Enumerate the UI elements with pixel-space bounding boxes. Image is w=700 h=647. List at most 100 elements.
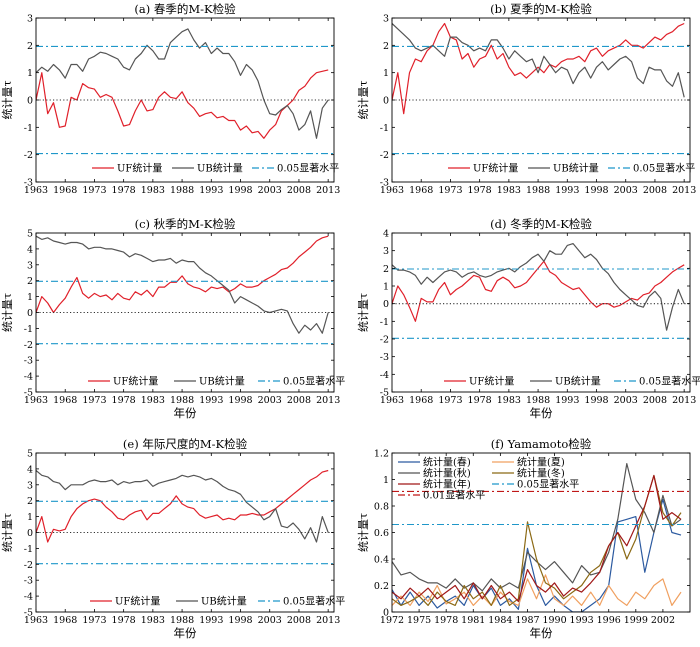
x-tick-label: 1978	[112, 185, 136, 196]
x-tick-label: 1981	[461, 615, 485, 626]
y-tick-label: -3	[380, 352, 389, 363]
y-tick-label: -3	[24, 576, 33, 587]
x-tick-label: 1973	[82, 395, 106, 406]
series-line-UB统计量	[36, 235, 329, 334]
y-tick-label: -5	[380, 388, 389, 399]
legend: UF统计量 UB统计量 0.05显著水平	[444, 375, 700, 388]
x-tick-label: 1998	[228, 615, 252, 626]
chart-title: (e) 年际尺度的M-K检验	[123, 437, 248, 451]
chart-title: (a) 春季的M-K检验	[134, 2, 236, 16]
y-tick-label: 0.4	[374, 555, 389, 566]
x-tick-label: 1972	[380, 615, 404, 626]
legend-label: UB统计量	[555, 375, 601, 388]
y-tick-label: 1	[27, 68, 33, 79]
y-tick-label: -4	[24, 592, 33, 603]
x-tick-label: 1998	[228, 185, 252, 196]
y-tick-label: 0	[383, 96, 389, 107]
x-tick-label: 1968	[409, 395, 433, 406]
series-line-UB统计量	[36, 470, 329, 543]
series-line-UF统计量	[392, 260, 685, 322]
y-tick-label: 1	[27, 292, 33, 303]
x-tick-label: 1998	[584, 185, 608, 196]
x-tick-label: 1993	[199, 185, 223, 196]
y-tick-label: -3	[24, 178, 33, 189]
y-axis-label: 统计量τ	[1, 513, 14, 552]
legend-label: UF统计量	[113, 375, 158, 388]
legend-label: UF统计量	[115, 595, 160, 608]
chart-panel-1: (a) 春季的M-K检验 -3 -2 -1 0 1 2 3 1963 1968 1973 1978 19…	[1, 2, 340, 196]
y-tick-label: 1	[27, 512, 33, 523]
y-tick-label: 0	[27, 528, 33, 539]
x-tick-label: 2003	[258, 615, 282, 626]
x-tick-label: 1968	[53, 615, 77, 626]
x-tick-label: 2003	[258, 395, 282, 406]
x-tick-label: 2008	[287, 185, 311, 196]
y-tick-label: 3	[27, 260, 33, 271]
legend-label: UB统计量	[553, 162, 599, 175]
y-tick-label: 4	[27, 464, 33, 475]
plot-area	[36, 28, 334, 155]
x-tick-label: 1998	[228, 395, 252, 406]
y-tick-label: 3	[27, 14, 33, 25]
x-tick-label: 1993	[555, 185, 579, 196]
x-tick-label: 1973	[82, 615, 106, 626]
legend-label: 0.05显著水平	[517, 478, 579, 491]
x-tick-label: 1978	[112, 615, 136, 626]
x-tick-label: 2008	[643, 185, 667, 196]
x-tick-label: 1963	[24, 615, 48, 626]
x-tick-label: 1968	[53, 395, 77, 406]
x-tick-label: 1998	[584, 395, 608, 406]
x-tick-label: 1983	[497, 185, 521, 196]
chart-panel-4: (d) 冬季的M-K检验 -5 -4 -3 -2 -1 0 1 2 3 4 1963 1968 1973 1…	[357, 217, 700, 420]
x-tick-label: 2013	[316, 395, 340, 406]
series-line-UF统计量	[392, 22, 685, 115]
y-tick-label: -2	[24, 150, 33, 161]
x-tick-label: 1963	[380, 185, 404, 196]
series-line-UB统计量	[392, 23, 685, 98]
legend-label: UF统计量	[469, 375, 514, 388]
y-tick-label: 0	[27, 308, 33, 319]
y-tick-label: 0.6	[374, 528, 389, 539]
chart-panel-5: (e) 年际尺度的M-K检验 -5 -4 -3 -2 -1 0 1 2 3 4 5 1963 1968 19…	[1, 437, 345, 640]
legend: UF统计量 UB统计量 0.05显著水平	[88, 375, 345, 388]
y-tick-label: 1.2	[374, 449, 389, 460]
legend-label: UF统计量	[117, 162, 162, 175]
x-tick-label: 1988	[170, 615, 194, 626]
y-tick-label: 4	[27, 244, 33, 255]
x-tick-label: 1988	[526, 395, 550, 406]
x-tick-label: 2013	[672, 185, 696, 196]
y-tick-label: 1	[383, 282, 389, 293]
series-line-UF统计量	[36, 69, 329, 139]
y-tick-label: -1	[24, 123, 33, 134]
legend-label: 0.01显著水平	[423, 489, 485, 502]
y-tick-label: 0	[383, 608, 389, 619]
x-tick-label: 1968	[409, 185, 433, 196]
x-tick-label: 1993	[555, 395, 579, 406]
x-tick-label: 1983	[497, 395, 521, 406]
y-tick-label: -2	[24, 560, 33, 571]
plot-area	[392, 22, 690, 155]
y-tick-label: -1	[380, 123, 389, 134]
y-tick-label: -3	[24, 356, 33, 367]
y-tick-label: 0	[383, 299, 389, 310]
x-tick-label: 1973	[438, 395, 462, 406]
x-tick-label: 1990	[542, 615, 566, 626]
y-tick-label: -4	[24, 372, 33, 383]
x-tick-label: 1988	[170, 185, 194, 196]
x-tick-label: 1978	[434, 615, 458, 626]
y-axis-label: 统计量τ	[357, 293, 370, 332]
x-axis-label: 年份	[174, 406, 197, 420]
legend-label: 0.05显著水平	[639, 375, 700, 388]
x-tick-label: 1987	[515, 615, 539, 626]
plot-area	[36, 235, 334, 345]
legend-label: 统计量(秋)	[423, 467, 471, 480]
y-tick-label: 1	[383, 68, 389, 79]
y-tick-label: 5	[27, 229, 33, 240]
series-line-UB统计量	[36, 28, 329, 139]
series-line-统计量(夏)	[392, 574, 682, 606]
x-tick-label: 1973	[438, 185, 462, 196]
x-tick-label: 2003	[258, 185, 282, 196]
y-tick-label: 2	[383, 41, 389, 52]
plot-area	[392, 243, 690, 339]
x-tick-label: 1963	[380, 395, 404, 406]
